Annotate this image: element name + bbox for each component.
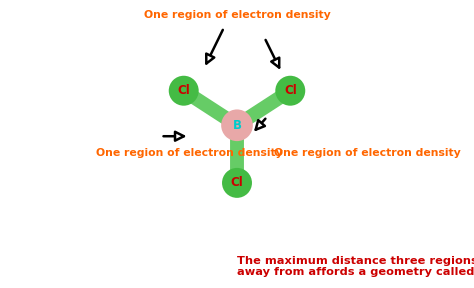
Text: One region of electron density: One region of electron density <box>144 10 330 20</box>
Text: One region of electron density: One region of electron density <box>96 148 283 158</box>
Text: One region of electron density: One region of electron density <box>274 148 461 158</box>
Text: Cl: Cl <box>284 84 297 97</box>
Text: Cl: Cl <box>177 84 190 97</box>
Text: Cl: Cl <box>231 176 243 190</box>
Circle shape <box>275 76 305 106</box>
Circle shape <box>222 168 252 198</box>
Circle shape <box>169 76 199 106</box>
Text: B: B <box>233 119 241 132</box>
Circle shape <box>221 109 253 141</box>
Text: The maximum distance three regions of electron density can get
away from affords: The maximum distance three regions of el… <box>237 256 474 277</box>
